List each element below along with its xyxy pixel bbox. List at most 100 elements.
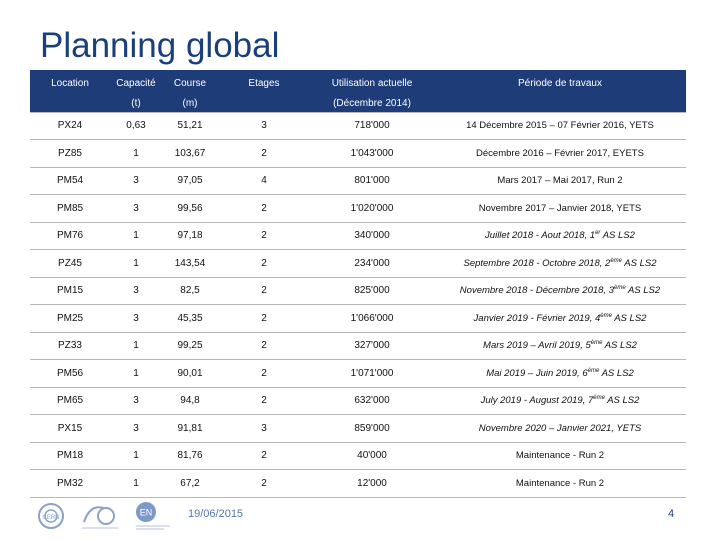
cell-etages: 2 [218,221,310,250]
cell-course: 99,56 [162,194,218,223]
cell-capacite: 3 [110,304,162,333]
periode-ordinal: ème [614,285,626,292]
periode-text: Mars 2019 – Avril 2019, 5 [483,340,591,352]
periode-text: Décembre 2016 – Février 2017, EYETS [476,147,644,159]
cell-etages: 3 [218,111,310,140]
cell-etages: 2 [218,386,310,415]
cell-periode: Janvier 2019 - Février 2019, 4ème AS LS2 [434,304,686,333]
cell-location: PZ85 [30,139,110,168]
cell-periode: Maintenance - Run 2 [434,441,686,470]
periode-suffix: AS LS2 [600,230,635,242]
cell-etages: 2 [218,139,310,168]
header-utilisation-sub: (Décembre 2014) [310,96,434,112]
cell-utilisation: 1'020'000 [310,194,434,223]
cell-capacite: 1 [110,469,162,498]
table-row: PX24 0,63 51,21 3 718'000 14 Décembre 2015 – … [30,111,686,140]
cell-utilisation: 718'000 [310,111,434,140]
table-row: PM32 1 67,2 2 12'000 Maintenance - Run 2 [30,469,686,498]
table-row: PM18 1 81,76 2 40'000 Maintenance - Run 2 [30,441,686,470]
cell-periode: Maintenance - Run 2 [434,469,686,498]
cell-course: 51,21 [162,111,218,140]
periode-text: Mars 2017 – Mai 2017, Run 2 [497,175,623,187]
cell-utilisation: 327'000 [310,331,434,360]
table-row: PM65 3 94,8 2 632'000 July 2019 - August 2019… [30,386,686,415]
cell-capacite: 3 [110,386,162,415]
en-department-logo: EN [134,500,174,537]
cell-utilisation: 1'071'000 [310,359,434,388]
cell-etages: 2 [218,359,310,388]
periode-text: Maintenance - Run 2 [515,450,605,462]
cern-60-years-logo [80,500,120,537]
periode-suffix: AS LS2 [599,367,634,379]
table-row: PM76 1 97,18 2 340'000 Juillet 2018 - Aout 20… [30,221,686,250]
table-row: PM54 3 97,05 4 801'000 Mars 2017 – Mai 2017, … [30,166,686,195]
periode-text: Novembre 2020 – Janvier 2021, YETS [478,422,642,434]
cell-course: 94,8 [162,386,218,415]
header-etages: Etages [218,70,310,96]
header-utilisation: Utilisation actuelle [310,70,434,96]
planning-table: Location Capacité Course Etages Utilisat… [30,70,686,498]
cell-capacite: 1 [110,441,162,470]
cell-course: 81,76 [162,441,218,470]
header-periode-sub [434,96,686,112]
cell-location: PX15 [30,414,110,443]
svg-text:EN: EN [140,508,153,518]
table-row: PX15 3 91,81 3 859'000 Novembre 2020 – Janvie… [30,414,686,443]
cell-location: PM76 [30,221,110,250]
periode-suffix: AS LS2 [621,257,657,269]
table-row: PZ45 1 143,54 2 234'000 Septembre 2018 - Octo… [30,249,686,278]
cell-location: PZ45 [30,249,110,278]
periode-text: Novembre 2018 - Décembre 2018, 3 [459,285,614,297]
cell-capacite: 1 [110,249,162,278]
cell-periode: Mars 2017 – Mai 2017, Run 2 [434,166,686,195]
cell-utilisation: 12'000 [310,469,434,498]
periode-text: Novembre 2017 – Janvier 2018, YETS [478,202,642,214]
periode-text: Septembre 2018 - Octobre 2018, 2 [463,257,611,269]
cell-etages: 2 [218,331,310,360]
cell-location: PM65 [30,386,110,415]
cell-etages: 2 [218,249,310,278]
table-row: PM15 3 82,5 2 825'000 Novembre 2018 - Décembr… [30,276,686,305]
periode-ordinal: er [595,230,601,237]
cell-periode: Novembre 2020 – Janvier 2021, YETS [434,414,686,443]
cell-capacite: 3 [110,276,162,305]
table-body: PX24 0,63 51,21 3 718'000 14 Décembre 2015 – … [30,111,686,498]
cell-course: 91,81 [162,414,218,443]
periode-suffix: AS LS2 [602,340,637,352]
cell-periode: Décembre 2016 – Février 2017, EYETS [434,139,686,168]
periode-suffix: AS LS2 [611,312,647,324]
cell-course: 90,01 [162,359,218,388]
periode-text: July 2019 - August 2019, 7 [480,395,594,407]
page-title: Planning global [40,26,280,65]
cell-course: 97,18 [162,221,218,250]
periode-ordinal: ème [593,395,605,402]
cell-course: 45,35 [162,304,218,333]
header-periode: Période de travaux [434,70,686,96]
cell-etages: 2 [218,441,310,470]
cell-capacite: 1 [110,331,162,360]
cell-utilisation: 825'000 [310,276,434,305]
periode-suffix: AS LS2 [604,395,640,407]
cell-utilisation: 340'000 [310,221,434,250]
svg-text:CERN: CERN [42,515,59,521]
cell-capacite: 3 [110,194,162,223]
table-header: Location Capacité Course Etages Utilisat… [30,70,686,112]
cell-periode: Septembre 2018 - Octobre 2018, 2ème AS L… [434,249,686,278]
cell-utilisation: 1'043'000 [310,139,434,168]
periode-ordinal: ème [590,340,603,347]
cell-location: PM18 [30,441,110,470]
periode-text: Mai 2019 – Juin 2019, 6 [486,367,588,379]
cell-course: 82,5 [162,276,218,305]
cell-periode: 14 Décembre 2015 – 07 Février 2016, YETS [434,111,686,140]
cell-utilisation: 40'000 [310,441,434,470]
table-row: PM85 3 99,56 2 1'020'000 Novembre 2017 – Janv… [30,194,686,223]
header-course-unit: (m) [162,96,218,112]
table-row: PZ33 1 99,25 2 327'000 Mars 2019 – Avril 2019… [30,331,686,360]
cell-course: 67,2 [162,469,218,498]
periode-text: Maintenance - Run 2 [515,477,605,489]
cell-utilisation: 1'066'000 [310,304,434,333]
cell-course: 99,25 [162,331,218,360]
cell-utilisation: 859'000 [310,414,434,443]
cell-utilisation: 632'000 [310,386,434,415]
cell-location: PM85 [30,194,110,223]
